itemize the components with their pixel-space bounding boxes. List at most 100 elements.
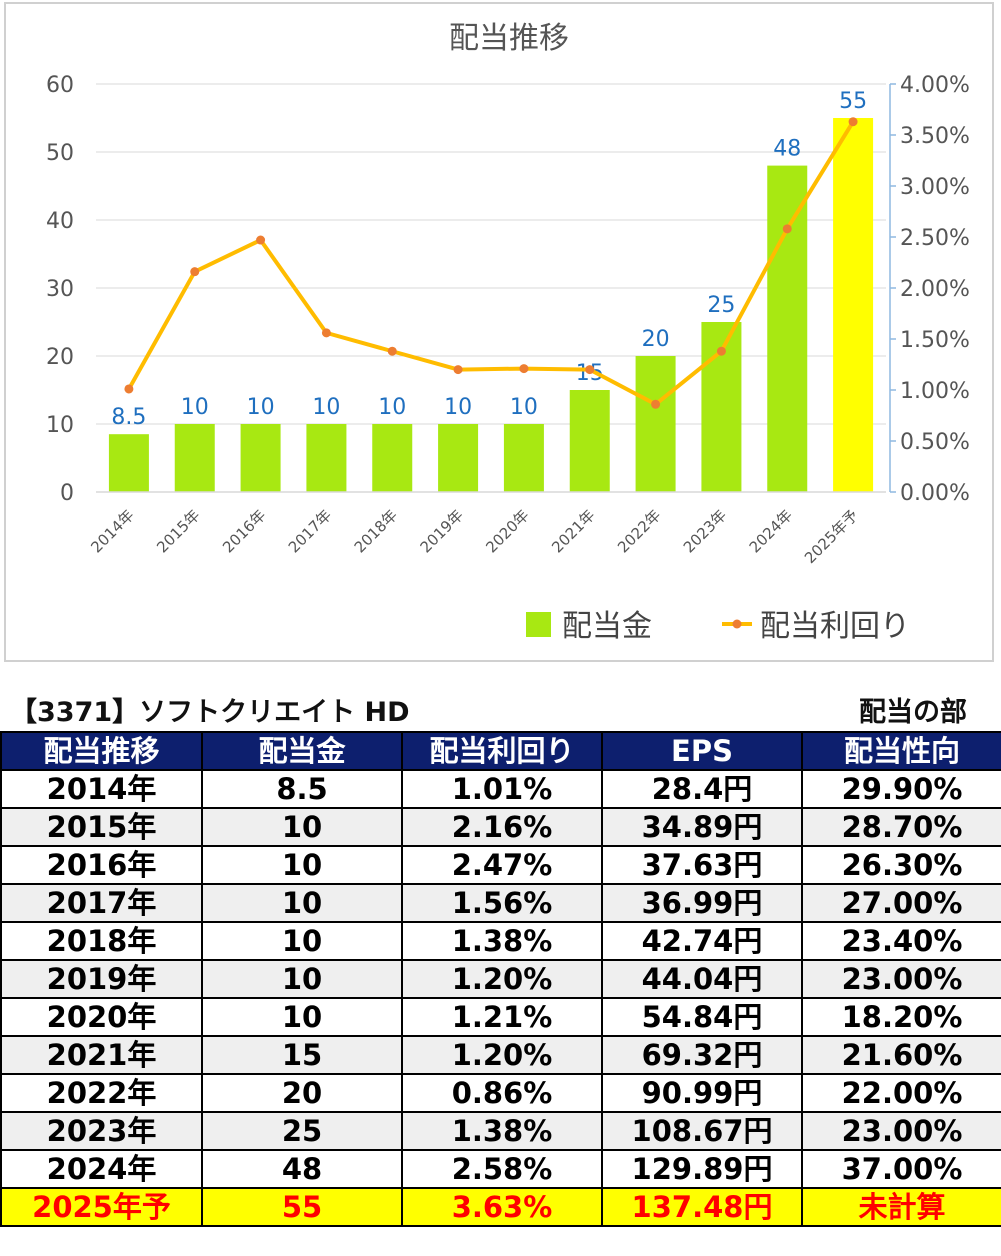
cell-yield: 1.56% <box>401 883 603 923</box>
x-tick-label: 2024年 <box>746 506 796 556</box>
bar-data-label: 10 <box>444 395 472 420</box>
y-left-tick-label: 30 <box>46 277 74 302</box>
cell-eps: 42.74円 <box>601 921 803 961</box>
bar <box>569 390 610 492</box>
x-tick-label: 2014年 <box>87 506 137 556</box>
bar-data-label: 25 <box>707 293 735 318</box>
cell-dividend: 25 <box>201 1111 403 1151</box>
bar <box>635 356 676 492</box>
bar <box>767 165 808 492</box>
cell-year: 2025年予 <box>0 1187 203 1227</box>
cell-year: 2019年 <box>0 959 203 999</box>
cell-eps: 36.99円 <box>601 883 803 923</box>
yield-point <box>256 235 266 245</box>
cell-year: 2017年 <box>0 883 203 923</box>
cell-payout: 28.70% <box>801 807 1001 847</box>
yield-point <box>453 365 463 375</box>
cell-dividend: 10 <box>201 845 403 885</box>
header-eps: EPS <box>601 731 803 771</box>
x-tick-label: 2023年 <box>680 506 730 556</box>
y-right-tick-label: 1.00% <box>900 379 970 404</box>
y-right-tick-label: 3.00% <box>900 175 970 200</box>
bar-data-label: 10 <box>181 395 209 420</box>
y-left-tick-label: 60 <box>46 73 74 98</box>
bar-data-label: 10 <box>247 395 275 420</box>
cell-payout: 23.00% <box>801 959 1001 999</box>
bar <box>833 118 874 492</box>
cell-dividend: 10 <box>201 807 403 847</box>
bar-data-label: 48 <box>773 137 801 162</box>
cell-payout: 21.60% <box>801 1035 1001 1075</box>
bar-data-label: 10 <box>510 395 538 420</box>
y-left-tick-label: 50 <box>46 141 74 166</box>
dividend-chart: 配当推移 0 10 20 30 40 50 60 0.00% 0.50% 1.00% 1.50% 2.0… <box>46 21 970 644</box>
cell-dividend: 10 <box>201 883 403 923</box>
bar <box>174 424 215 492</box>
table-row-forecast: 2025年予 55 3.63% 137.48円 未計算 <box>0 1187 1001 1227</box>
cell-year: 2015年 <box>0 807 203 847</box>
bar <box>438 424 479 492</box>
bar-data-label: 20 <box>642 327 670 352</box>
cell-dividend: 10 <box>201 997 403 1037</box>
table-row: 2022年 20 0.86% 90.99円 22.00% <box>0 1073 1001 1113</box>
legend-bar-swatch <box>526 612 551 637</box>
header-yield: 配当利回り <box>401 731 603 771</box>
cell-dividend: 48 <box>201 1149 403 1189</box>
chart-title: 配当推移 <box>449 21 569 56</box>
y-left-tick-label: 40 <box>46 209 74 234</box>
yield-point <box>782 224 792 234</box>
table-row: 2020年 10 1.21% 54.84円 18.20% <box>0 997 1001 1037</box>
bar <box>503 424 544 492</box>
table-row: 2024年 48 2.58% 129.89円 37.00% <box>0 1149 1001 1189</box>
x-tick-label: 2020年 <box>482 506 532 556</box>
cell-eps: 90.99円 <box>601 1073 803 1113</box>
bar-data-label: 55 <box>839 89 867 114</box>
cell-dividend: 10 <box>201 959 403 999</box>
cell-eps: 37.63円 <box>601 845 803 885</box>
legend-line-label: 配当利回り <box>760 609 910 644</box>
y-left-tick-label: 0 <box>60 481 74 506</box>
cell-payout: 27.00% <box>801 883 1001 923</box>
cell-eps: 137.48円 <box>601 1187 803 1227</box>
table-row: 2016年 10 2.47% 37.63円 26.30% <box>0 845 1001 885</box>
yield-point <box>716 346 726 356</box>
cell-eps: 129.89円 <box>601 1149 803 1189</box>
yield-line <box>127 120 855 407</box>
table-header: 配当推移 配当金 配当利回り EPS 配当性向 <box>0 731 1001 771</box>
x-tick-label: 2015年 <box>153 506 203 556</box>
yield-point <box>519 364 529 374</box>
x-tick-label: 2016年 <box>219 506 269 556</box>
cell-year: 2022年 <box>0 1073 203 1113</box>
legend-bar-label: 配当金 <box>562 609 652 644</box>
cell-payout: 37.00% <box>801 1149 1001 1189</box>
x-tick-label: 2021年 <box>548 506 598 556</box>
yield-point <box>387 346 397 356</box>
y-right-tick-label: 3.50% <box>900 124 970 149</box>
cell-eps: 28.4円 <box>601 769 803 809</box>
cell-yield: 1.38% <box>401 1111 603 1151</box>
cell-year: 2016年 <box>0 845 203 885</box>
cell-eps: 54.84円 <box>601 997 803 1037</box>
x-tick-label: 2025年予 <box>801 506 862 567</box>
table-row: 2018年 10 1.38% 42.74円 23.40% <box>0 921 1001 961</box>
y-right-tick-label: 2.50% <box>900 226 970 251</box>
cell-dividend: 15 <box>201 1035 403 1075</box>
cell-dividend: 10 <box>201 921 403 961</box>
cell-yield: 1.21% <box>401 997 603 1037</box>
bar <box>372 424 413 492</box>
cell-payout: 18.20% <box>801 997 1001 1037</box>
cell-year: 2014年 <box>0 769 203 809</box>
y-left-tick-label: 20 <box>46 345 74 370</box>
cell-payout: 23.00% <box>801 1111 1001 1151</box>
header-payout: 配当性向 <box>801 731 1001 771</box>
yield-point <box>124 384 134 394</box>
table-row: 2019年 10 1.20% 44.04円 23.00% <box>0 959 1001 999</box>
cell-dividend: 55 <box>201 1187 403 1227</box>
cell-year: 2020年 <box>0 997 203 1037</box>
table-row: 2015年 10 2.16% 34.89円 28.70% <box>0 807 1001 847</box>
header-dividend: 配当金 <box>201 731 403 771</box>
yield-point <box>190 267 200 277</box>
cell-dividend: 20 <box>201 1073 403 1113</box>
cell-year: 2023年 <box>0 1111 203 1151</box>
bar-data-label: 10 <box>378 395 406 420</box>
